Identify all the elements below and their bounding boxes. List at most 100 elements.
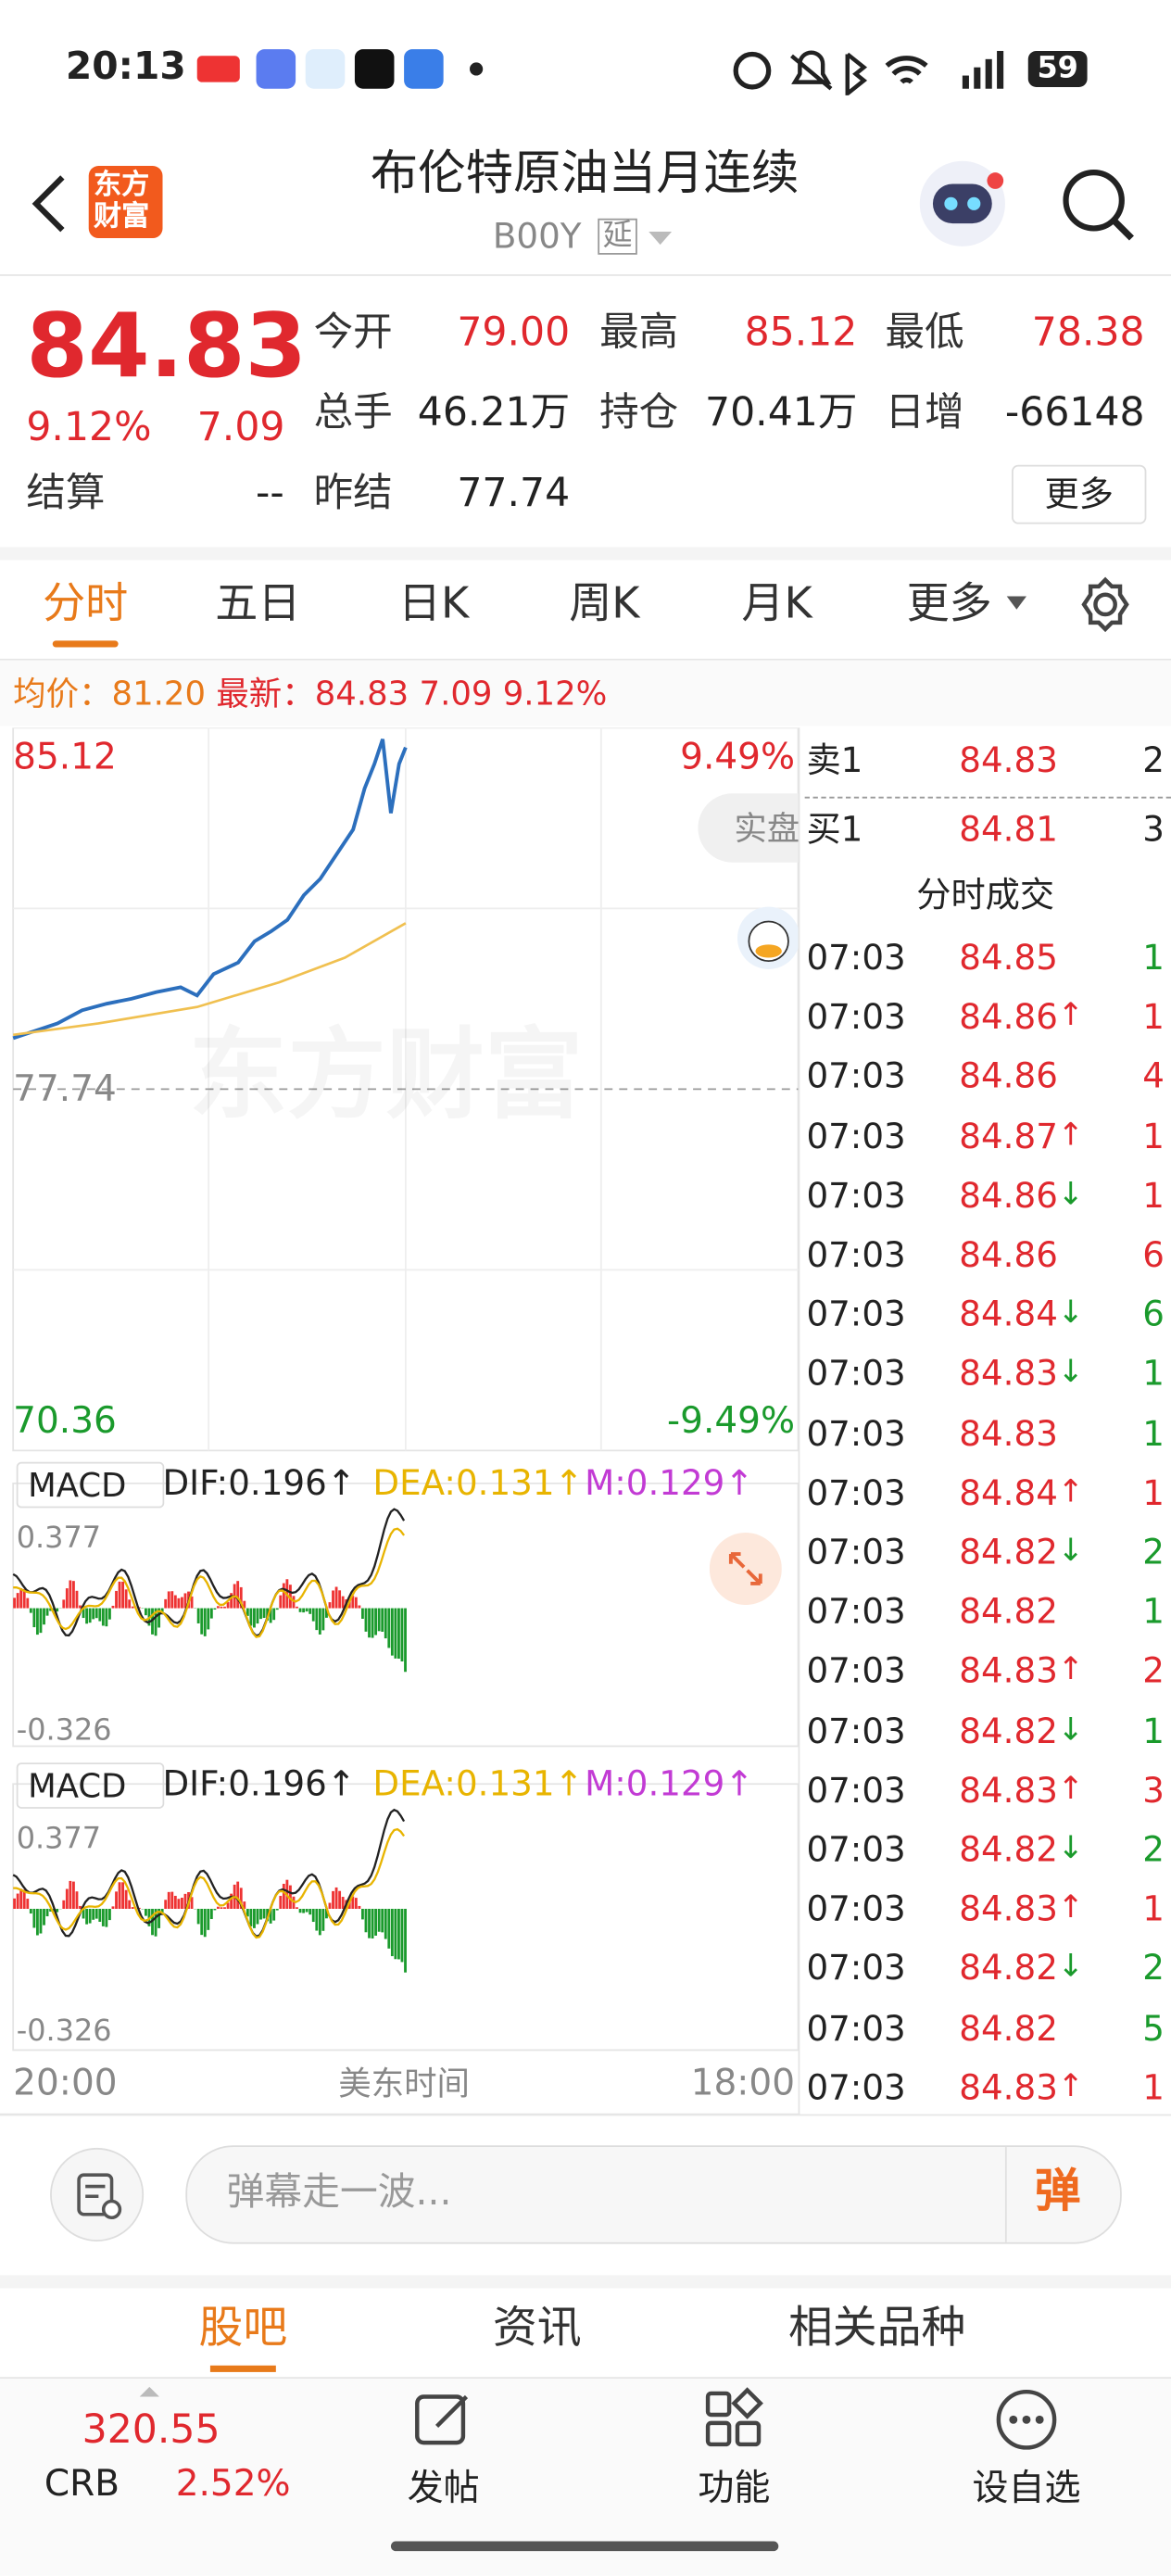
trade-time: 07:03 [806,1592,906,1632]
tab[interactable]: 周K [569,579,640,629]
nav-item[interactable]: 功能 [698,2469,771,2510]
comment-input[interactable]: 弹幕走一波... 弹 [185,2145,1122,2244]
macd-bar [69,1880,72,1909]
nav-item[interactable]: 发帖 [407,2469,480,2510]
trade-volume: 1 [1142,1354,1165,1395]
back-button[interactable] [23,170,72,236]
trade-time: 07:03 [806,1116,906,1156]
macd-bar [253,1608,256,1628]
trade-arrow: ↑ [1057,1472,1084,1509]
dropdown[interactable] [647,230,673,246]
separator [798,727,800,2115]
index-name[interactable]: CRB [44,2464,120,2506]
macd-bar [124,1889,128,1909]
macd-bar [72,1581,75,1609]
macd-bar [239,1888,243,1909]
pct-min: -9.49% [667,1401,796,1443]
macd-bar [332,1890,334,1909]
macd-bar [209,1908,213,1920]
macd-bar [19,1588,23,1609]
change: 7.09 [196,404,285,450]
x-mid: 美东时间 [338,2063,471,2103]
macd-bar [289,1885,292,1909]
trade-row: 07:03 84.82 ↓ 2 [800,1522,1171,1582]
macd-bar [384,1908,387,1939]
index-pct[interactable]: 2.52% [175,2464,291,2506]
tab[interactable]: 日K [397,579,470,629]
bottom-tab[interactable]: 资讯 [492,2303,582,2355]
macd-bar [321,1608,325,1631]
macd-bar [404,1908,407,1973]
macd-bar [253,1908,256,1928]
book-separator [804,796,1171,799]
search-button[interactable] [1058,164,1140,246]
macd-bar [243,1901,246,1909]
danmu-button[interactable]: 弹 [1034,2163,1081,2218]
robot-avatar[interactable] [913,158,1012,249]
tab[interactable]: 更多 [906,579,992,629]
macd-bar [223,1606,226,1609]
macd-bar [302,1908,306,1913]
macd-bar [217,1606,220,1609]
macd-selector[interactable]: MACD [16,1461,165,1509]
macd-line [13,1827,406,1939]
tab[interactable]: 分时 [43,579,129,629]
settle-value: -- [255,470,284,516]
macd-bar [200,1608,204,1635]
macd-selector[interactable]: MACD [16,1762,165,1809]
more-button[interactable]: 更多 [1012,464,1147,524]
index-value[interactable]: 320.55 [82,2406,220,2453]
macd-bar [173,1895,177,1909]
macd-bar [384,1608,387,1639]
nav-item[interactable]: 设自选 [972,2469,1081,2510]
post-icon[interactable] [410,2387,476,2453]
expand-button[interactable] [709,1533,782,1606]
macd-bar [292,1896,296,1909]
trade-row: 07:03 84.82 5 [800,1999,1171,2058]
macd-bar [177,1597,181,1609]
macd-bar [371,1608,374,1638]
mascot[interactable] [733,902,799,974]
real-button[interactable]: 实盘 [698,793,800,863]
macd-bar [328,1602,332,1609]
macd-bar [82,1608,85,1619]
title: 布伦特原油当月连续 [370,145,800,201]
trade-arrow: ↓ [1057,1949,1084,1986]
trade-arrow: ↓ [1057,1829,1084,1866]
macd-bar [29,1908,32,1914]
more-caret [1006,596,1026,610]
trade-time: 07:03 [806,997,906,1037]
tab[interactable]: 五日 [215,579,301,629]
macd-bar [404,1608,407,1673]
bottom-tab[interactable]: 相关品种 [787,2303,966,2355]
macd-bar [85,1608,89,1624]
stat-value: 70.41万 [705,389,858,436]
trade-volume: 1 [1142,1711,1165,1751]
macd-bar [282,1583,285,1609]
stat-value: 46.21万 [417,389,571,436]
macd-bar [154,1608,157,1636]
macd-bar [223,1907,226,1909]
macd-bar [36,1908,39,1936]
trade-row: 07:03 84.82 ↓ 1 [800,1701,1171,1761]
tab[interactable]: 月K [741,579,812,629]
summary-bar [0,660,1171,726]
bottom-tab[interactable]: 股吧 [198,2303,288,2355]
macd-bar [217,1906,220,1909]
status-time: 20:13 [65,45,186,89]
settings-button[interactable] [1076,575,1135,634]
macd-bar [321,1908,325,1931]
trade-arrow: ↓ [1057,1354,1084,1391]
macd-bar [26,1899,30,1909]
trade-arrow: ↓ [1057,1711,1084,1748]
trade-price: 84.82 [959,2008,1058,2048]
function-icon[interactable] [701,2387,767,2453]
macd-bar [121,1581,125,1609]
trade-price: 84.86 [959,1175,1058,1216]
comment-settings[interactable] [49,2147,145,2242]
divider [0,2275,1171,2289]
trade-volume: 2 [1142,1949,1165,1989]
macd-bar [341,1897,345,1909]
watchlist-icon[interactable] [994,2387,1060,2453]
stat-value: 85.12 [744,309,858,355]
